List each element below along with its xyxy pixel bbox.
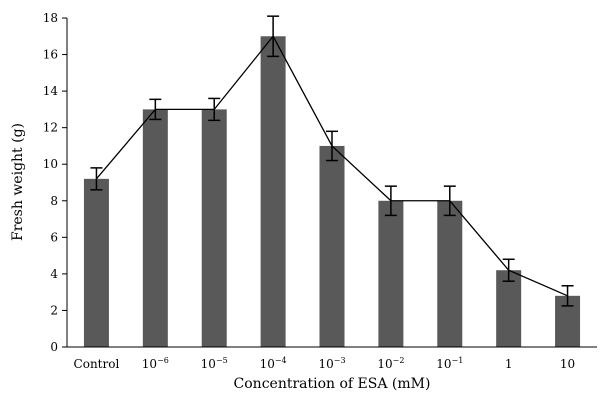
- x-tick-label: 10−4: [260, 356, 287, 371]
- trend-line-group: [95, 35, 568, 297]
- x-tick-label: 10−5: [201, 356, 228, 371]
- bars-group: [83, 36, 581, 348]
- axes-group: [66, 18, 597, 348]
- x-tick-label: 10: [560, 357, 575, 371]
- x-tick-label: 10−1: [436, 356, 463, 371]
- x-tick-label: 10−3: [318, 356, 345, 371]
- bar: [83, 178, 109, 347]
- y-tick-label: 12: [43, 121, 58, 135]
- y-axis-ticks: 0 2 4 6 8 10 12 14 16 18: [43, 11, 67, 354]
- y-tick-label: 8: [50, 194, 58, 208]
- y-axis-title: Fresh weight (g): [10, 123, 26, 241]
- x-tick-label: 10−2: [377, 356, 404, 371]
- y-tick-label: 18: [43, 11, 58, 25]
- y-tick-label: 10: [43, 157, 58, 171]
- y-tick-label: 4: [50, 267, 58, 281]
- x-tick-label: 1: [505, 357, 513, 371]
- bar: [437, 200, 463, 347]
- bar: [201, 109, 227, 347]
- y-tick-label: 16: [43, 48, 58, 62]
- x-tick-label: Control: [74, 357, 120, 371]
- x-axis-tick-labels: Control 10−6 10−5 10−4 10−3 10−2 10−1 1 10: [74, 356, 576, 371]
- bar: [319, 145, 345, 347]
- bar: [496, 270, 522, 347]
- y-tick-label: 14: [43, 84, 59, 98]
- y-tick-label: 2: [50, 303, 58, 317]
- trend-line: [95, 35, 568, 297]
- y-tick-label: 0: [50, 340, 58, 354]
- bar: [260, 36, 286, 348]
- x-tick-label: 10−6: [142, 356, 169, 371]
- bar: [378, 200, 404, 347]
- x-axis-title: Concentration of ESA (mM): [234, 376, 431, 392]
- y-tick-label: 6: [50, 230, 58, 244]
- error-bars-group: [90, 15, 574, 307]
- bar: [142, 109, 168, 347]
